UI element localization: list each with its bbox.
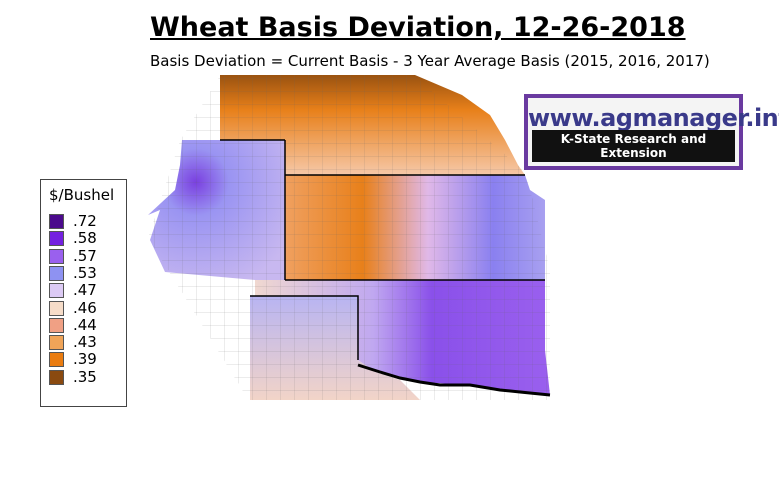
logo-url: www.agmanager.info <box>528 104 779 132</box>
legend: $/Bushel .72.58.57.53.47.46.44.43.39.35 <box>40 179 127 407</box>
legend-swatch <box>49 369 64 385</box>
legend-label: .43 <box>73 333 97 352</box>
subtitle: Basis Deviation = Current Basis - 3 Year… <box>150 52 710 70</box>
legend-swatch <box>49 214 64 229</box>
borders <box>220 139 551 397</box>
legend-label: .72 <box>73 212 97 230</box>
legend-label: .47 <box>73 281 97 300</box>
legend-label: .35 <box>73 367 97 386</box>
logo: www.agmanager.info K-State Research and … <box>524 94 779 170</box>
legend-swatch <box>49 335 64 351</box>
legend-label: .44 <box>73 315 97 334</box>
legend-label: .53 <box>73 263 97 282</box>
legend-label: .39 <box>73 350 97 369</box>
logo-tagline: K-State Research and Extension <box>532 130 735 162</box>
legend-label: .58 <box>73 229 97 248</box>
legend-label: .46 <box>73 298 97 317</box>
legend-swatch <box>49 300 64 316</box>
legend-swatch <box>49 317 64 333</box>
legend-swatch <box>49 352 64 368</box>
legend-swatch <box>49 231 64 247</box>
title: Wheat Basis Deviation, 12-26-2018 <box>150 12 686 43</box>
legend-swatch <box>49 283 64 299</box>
legend-label: .57 <box>73 246 97 265</box>
legend-swatch <box>49 265 64 281</box>
river <box>357 363 551 397</box>
regions <box>148 75 550 400</box>
border <box>250 295 359 360</box>
legend-title: $/Bushel <box>49 186 115 204</box>
legend-swatch <box>49 248 64 264</box>
